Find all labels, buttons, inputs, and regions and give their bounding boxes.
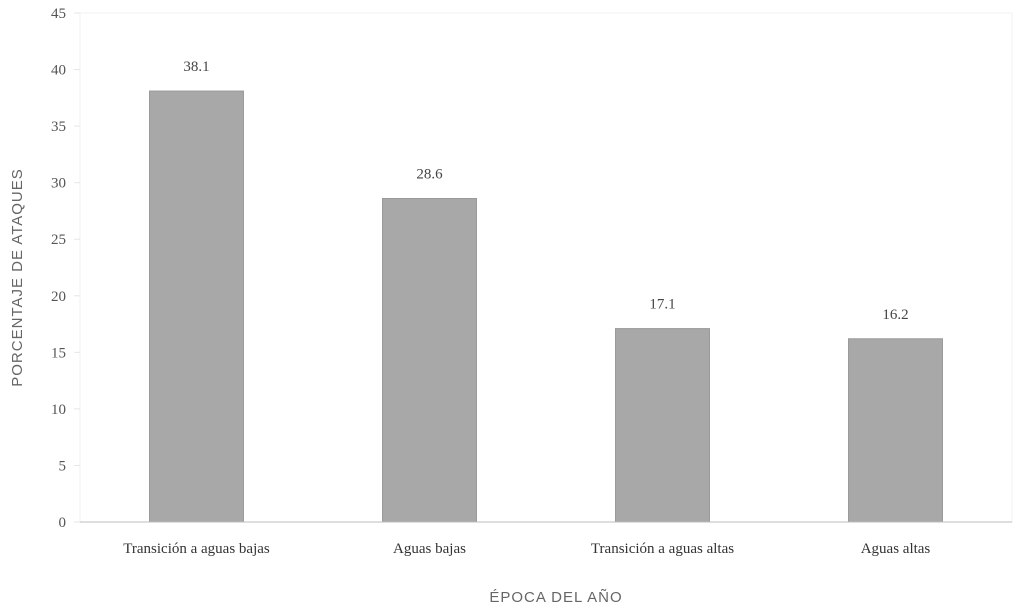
y-tick-label: 25 [51,232,66,248]
y-axis-title: PORCENTAJE DE ATAQUES [9,168,26,387]
y-tick-label: 10 [51,402,66,418]
y-tick-label: 40 [51,63,66,79]
bar [848,338,943,523]
y-tick-label: 30 [51,176,66,192]
bar-value-label: 38.1 [183,59,209,75]
bar-value-label: 17.1 [649,297,675,313]
bar-value-label: 16.2 [882,307,908,323]
y-tick-label: 35 [51,119,66,135]
bars [149,90,943,523]
bar [149,90,244,523]
x-category-label: Transición a aguas bajas [123,541,270,557]
y-tick-label: 45 [51,6,66,22]
x-axis-title: ÉPOCA DEL AÑO [489,589,622,606]
bar [615,328,710,523]
x-axis-category-labels: Transición a aguas bajas Aguas bajas Trans… [123,541,930,557]
bar-value-label: 28.6 [416,167,443,183]
y-tick-label: 20 [51,289,66,305]
y-axis-ticks: 0 5 10 15 20 25 30 35 40 45 [51,6,80,531]
y-tick-label: 0 [59,515,67,531]
data-labels: 38.1 28.6 17.1 16.2 [183,59,908,323]
x-category-label: Aguas altas [861,541,931,557]
bar [382,198,477,523]
y-tick-label: 5 [59,458,67,474]
x-category-label: Aguas bajas [393,541,466,557]
x-category-label: Transición a aguas altas [591,541,734,557]
y-tick-label: 15 [51,345,66,361]
